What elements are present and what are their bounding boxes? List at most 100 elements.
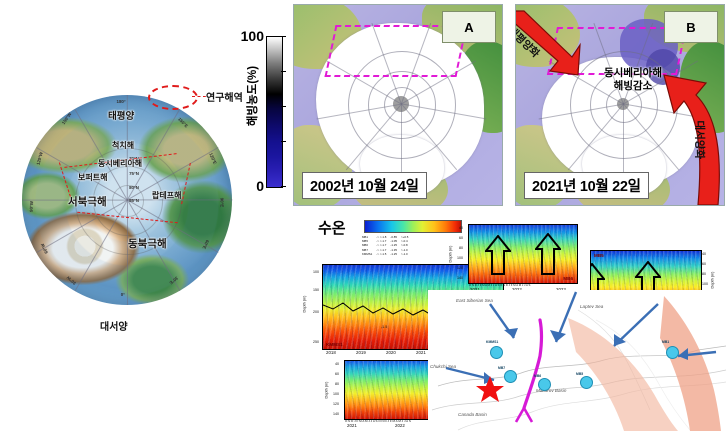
legend-mooring: MB6	[362, 243, 368, 248]
legend-mooring: KMMS1	[362, 251, 373, 256]
year-tick-kmms1-2020: 2020	[386, 350, 396, 355]
pacificization-arrow-icon	[516, 10, 581, 76]
east-siberian-ice-loss-line2: 해빙감소	[613, 80, 653, 93]
depth-tick-mb6-120: 120	[457, 266, 463, 270]
depth-tick-mb6-40: 40	[459, 226, 463, 230]
panel-letter-a: A	[442, 11, 496, 43]
colorbar-min-label: 0	[256, 178, 264, 194]
panel-tag-mb5: MB5	[594, 253, 604, 258]
depth-tick-mb5-100: 100	[702, 282, 708, 286]
sea-label-atlantic: 대서양	[100, 322, 128, 333]
year-tick-mb6-2022: 2022	[512, 287, 522, 292]
lon-label-0: 0°	[120, 292, 125, 298]
temperature-legend: MB1 -> <-1.8 -0.85 >+0.5 MB5 -> <-1.7 -1…	[362, 235, 412, 256]
legend-mid: -1.25	[390, 251, 397, 256]
legend-mooring: MB5	[362, 239, 368, 244]
sea-label-chukchi: 척치해	[112, 141, 135, 150]
lon-label-90e: 90°E	[219, 197, 225, 208]
depth-tick-mb5-40: 40	[702, 252, 706, 256]
depth-tick-kmms1-150: 150	[313, 288, 319, 292]
ylabel-mb5: Depth (m)	[710, 271, 715, 289]
mooring-marker-mb5[interactable]	[580, 376, 593, 389]
legend-low: -> <-1.7	[376, 243, 387, 248]
sea-label-beaufort: 보퍼트해	[78, 173, 108, 182]
legend-row: MB1 -> <-1.8 -0.85 >+0.5	[362, 235, 412, 239]
ylabel-mb6: Depth (m)	[448, 245, 453, 263]
year-tick-kmms1-2018: 2018	[326, 350, 336, 355]
mooring-label-mb6: MB6	[534, 374, 542, 378]
temperature-colorbar	[364, 220, 462, 233]
depth-tick-mb5-80: 80	[702, 272, 706, 276]
lon-label-150e: 150°E	[177, 116, 190, 129]
sea-label-east-arctic: 동북극해	[128, 238, 167, 250]
lon-label-30e: 30°E	[168, 275, 180, 286]
month-ticks-mb7: O N D J F M A M J J A S O N D J F M A M …	[345, 419, 411, 423]
depth-tick-mb7-40: 40	[335, 362, 339, 366]
legend-mid: -1.05	[390, 239, 397, 244]
sea-label-west-arctic: 서북극해	[68, 196, 107, 208]
legend-high: >-0.4	[401, 239, 408, 244]
depth-tick-kmms1-250: 250	[313, 340, 319, 344]
timeseries-panel-mb6: MB6	[468, 224, 578, 284]
legend-row: MB6 -> <-1.7 -1.25 >-0.8	[362, 243, 412, 247]
east-siberian-ice-loss-note: 동시베리아해 해빙감소	[578, 67, 688, 93]
depth-tick-mb7-140: 140	[333, 412, 339, 416]
colorbar-max-label: 100	[240, 28, 264, 44]
mooring-marker-kmms1[interactable]	[490, 346, 503, 359]
sea-ice-concentration-colorbar: 100 0 해빙농도(%)	[232, 28, 290, 198]
warming-arrow-icon	[535, 233, 561, 275]
lon-label-180: 180°	[116, 99, 126, 105]
month-ticks-mb6: O N D J F M A M J J A S O N D J F M A M …	[469, 283, 531, 287]
sea-ice-panel-b: 태평양화 대서양화 동시베리아해 해빙감소 B 2021년 10월 22일	[515, 4, 725, 206]
mooring-marker-mb1[interactable]	[666, 346, 679, 359]
depth-tick-mb6-60: 60	[459, 236, 463, 240]
basin-label-laptev-sea: Laptev Sea	[580, 304, 604, 309]
panel-date-a: 2002년 10월 24일	[302, 172, 427, 199]
legend-row: MB7 -> <-1.7 -1.35 >-1.0	[362, 248, 412, 252]
depth-tick-kmms1-200: 200	[313, 310, 319, 314]
depth-tick-kmms1-100: 100	[313, 270, 319, 274]
legend-low: -> <-1.7	[376, 239, 387, 244]
legend-low: -> <-1.8	[376, 235, 387, 239]
lat-label-85n: 85°N	[129, 197, 139, 203]
depth-tick-mb7-120: 120	[333, 402, 339, 406]
lon-label-150w: 150°W	[60, 111, 73, 126]
legend-mid: -0.85	[390, 235, 397, 239]
basin-label-east-siberian-sea: East Siberian Sea	[456, 298, 493, 303]
panel-tag-mb6: MB6	[563, 276, 573, 281]
mooring-marker-mb7[interactable]	[504, 370, 517, 383]
basin-label-makarov-basin: Makarov Basin	[536, 388, 567, 393]
legend-low: -> <-1.7	[376, 247, 387, 252]
lat-label-70n: 70°N	[129, 155, 139, 161]
depth-tick-mb6-80: 80	[459, 246, 463, 250]
legend-row: KMMS1 -> <-1.5 -1.25 >-1.0	[362, 252, 412, 256]
depth-tick-mb7-80: 80	[335, 382, 339, 386]
ylabel-mb7: Depth (m)	[324, 381, 329, 399]
water-temperature-composite: 수온 MB1 -> <-1.8 -0.85 >+0.5 MB5 -> <-1.7…	[300, 212, 727, 431]
lon-label-120w: 120°W	[34, 151, 44, 166]
depth-tick-mb7-60: 60	[335, 372, 339, 376]
study-boundary-right	[180, 163, 191, 205]
arctic-globe: 70°N 75°N 80°N 85°N 180° 150°W 120°W 90°…	[22, 95, 233, 305]
panel-tag-kmms1: KMMS1	[326, 342, 343, 347]
panel-letter-b: B	[664, 11, 718, 43]
mooring-marker-mb6[interactable]	[538, 378, 551, 391]
lat-label-80n: 80°N	[129, 185, 139, 191]
study-area-label: 연구해역	[206, 93, 243, 104]
legend-high: >-1.0	[401, 247, 408, 252]
colorbar-title: 해빙농도(%)	[247, 65, 259, 127]
lat-label-75n: 75°N	[129, 170, 139, 176]
sea-label-east-siberian: 동시베리아해	[98, 159, 143, 168]
mooring-label-mb5: MB5	[576, 372, 584, 376]
sea-ice-comparison-row: A 2002년 10월 24일 태평양화 대서양화	[293, 4, 725, 206]
mooring-location-inset-map: East Siberian Sea Laptev Sea Chukchi Sea…	[428, 290, 727, 431]
legend-mid: -1.35	[390, 247, 397, 252]
depth-tick-mb5-60: 60	[702, 262, 706, 266]
depth-tick-mb7-100: 100	[333, 392, 339, 396]
sea-label-laptev: 랍테프해	[152, 191, 182, 200]
east-siberian-ice-loss-line1: 동시베리아해	[604, 67, 662, 79]
basin-label-canada-basin: Canada Basin	[458, 412, 487, 417]
atlantification-label: 대서양화	[693, 120, 706, 160]
arctic-map-panel: 70°N 75°N 80°N 85°N 180° 150°W 120°W 90°…	[0, 0, 250, 431]
ylabel-kmms1: Depth (m)	[302, 295, 307, 313]
